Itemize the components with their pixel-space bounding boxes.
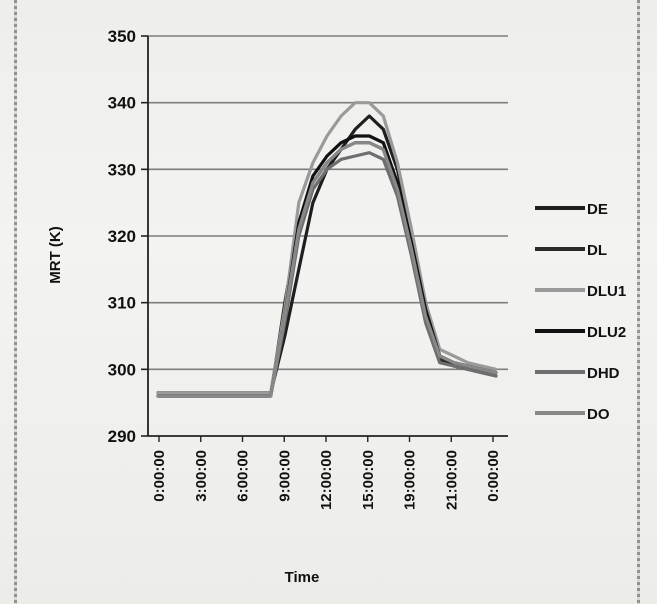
x-tick-label-7: 21:00:00	[443, 450, 460, 510]
gridlines	[148, 35, 508, 371]
y-axis-title: MRT (K)	[47, 226, 64, 283]
legend-label-dlu2: DLU2	[587, 324, 626, 341]
y-tick-labels: 290 300 310 320 330 340 350	[108, 27, 136, 446]
y-tick-label-310: 310	[108, 294, 136, 313]
x-tick-label-2: 6:00:00	[235, 450, 252, 502]
x-tick-label-1: 3:00:00	[193, 450, 210, 502]
x-tick-label-8: 0:00:00	[485, 450, 502, 502]
x-tick-labels: 0:00:00 3:00:00 6:00:00 9:00:00 12:00:00 15:0…	[151, 450, 502, 510]
series-line-dlu1	[156, 101, 498, 395]
axes	[141, 35, 508, 442]
left-dotted-border	[14, 0, 17, 604]
x-axis-title: Time	[285, 569, 320, 586]
y-tick-label-330: 330	[108, 160, 136, 179]
x-tick-label-4: 12:00:00	[318, 450, 335, 510]
series-line-do	[156, 141, 498, 398]
legend-label-de: DE	[587, 201, 608, 218]
y-tick-label-350: 350	[108, 27, 136, 46]
y-tick-label-320: 320	[108, 227, 136, 246]
x-tick-label-6: 19:00:00	[402, 450, 419, 510]
x-tick-label-0: 0:00:00	[151, 450, 168, 502]
legend: DE DL DLU1 DLU2 DHD DO	[535, 201, 626, 423]
right-dotted-border	[637, 0, 640, 604]
legend-label-do: DO	[587, 406, 610, 423]
legend-label-dlu1: DLU1	[587, 283, 626, 300]
legend-label-dl: DL	[587, 242, 607, 259]
y-tick-label-290: 290	[108, 427, 136, 446]
legend-label-dhd: DHD	[587, 365, 620, 382]
x-tick-label-5: 15:00:00	[360, 450, 377, 510]
x-tick-label-3: 9:00:00	[276, 450, 293, 502]
series-lines	[156, 101, 498, 398]
y-tick-label-300: 300	[108, 360, 136, 379]
y-tick-label-340: 340	[108, 94, 136, 113]
